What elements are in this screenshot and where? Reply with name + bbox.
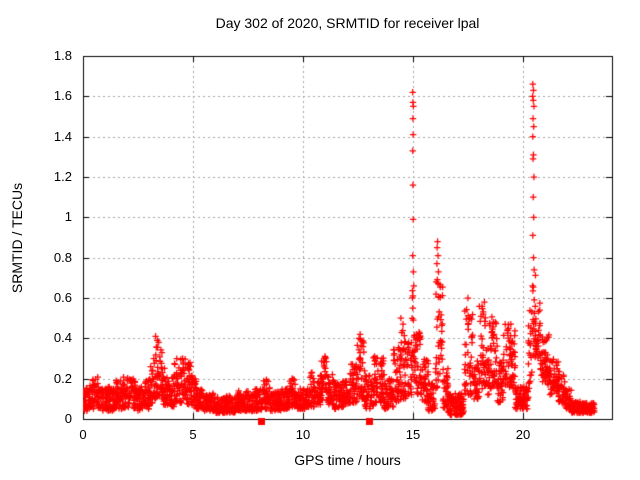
chart-title: Day 302 of 2020, SRMTID for receiver lpa… <box>215 15 480 31</box>
y-axis-label: SRMTID / TECUs <box>9 182 25 294</box>
y-tick-label: 1.8 <box>53 48 72 63</box>
y-tick-label: 0.6 <box>53 290 72 305</box>
x-tick-label: 5 <box>189 427 197 442</box>
y-tick-label: 1.6 <box>53 88 72 103</box>
y-tick-label: 1.4 <box>53 129 72 144</box>
y-tick-label: 0 <box>64 411 72 426</box>
x-tick-label: 10 <box>295 427 311 442</box>
x-axis-label: GPS time / hours <box>294 452 401 468</box>
y-tick-label: 0.8 <box>53 250 72 265</box>
y-tick-label: 1 <box>64 209 72 224</box>
x-tick-label: 20 <box>515 427 531 442</box>
y-tick-label: 0.2 <box>53 371 72 386</box>
y-tick-label: 1.2 <box>53 169 72 184</box>
x-tick-label: 0 <box>79 427 87 442</box>
x-tick-label: 15 <box>405 427 421 442</box>
y-tick-label: 0.4 <box>53 330 72 345</box>
